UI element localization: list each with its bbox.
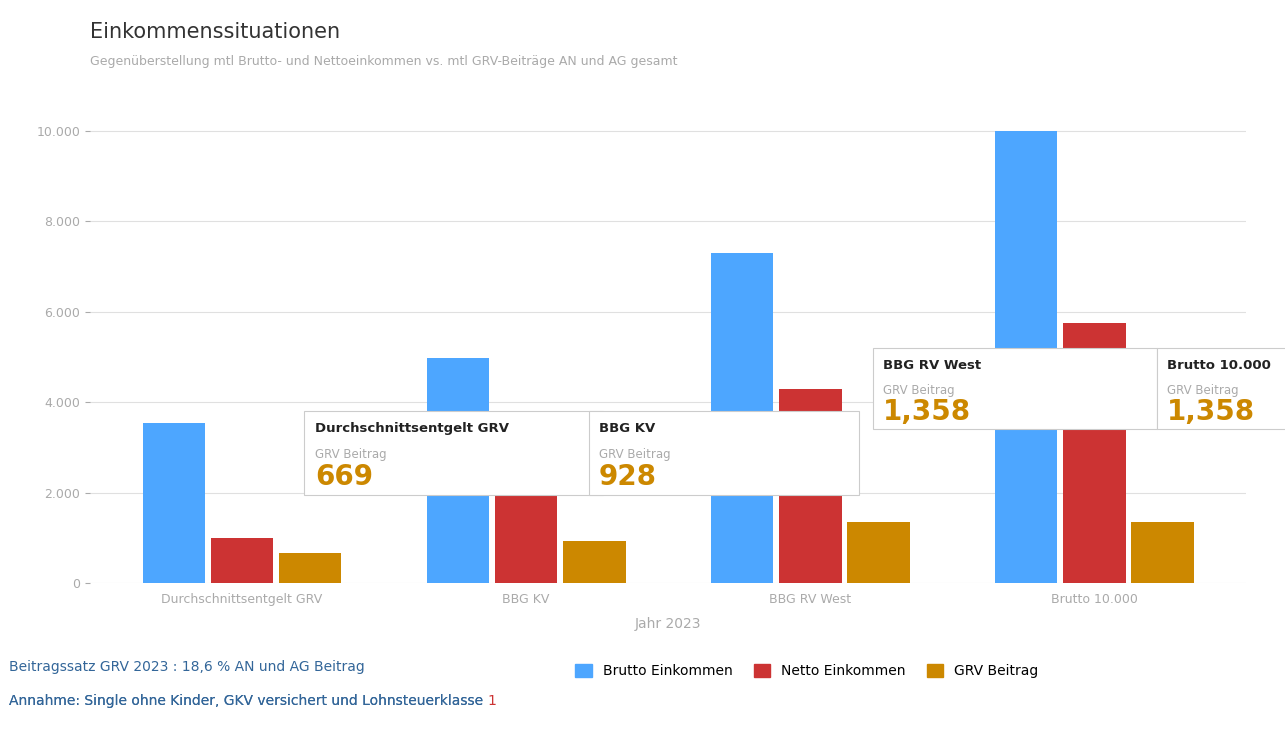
Text: 1: 1 — [487, 694, 496, 708]
Bar — [143, 423, 206, 583]
Text: Gegenüberstellung mtl Brutto- und Nettoeinkommen vs. mtl GRV-Beiträge AN und AG : Gegenüberstellung mtl Brutto- und Nettoe… — [90, 55, 677, 68]
Text: Beitragssatz GRV 2023 : 18,6 % AN und AG Beitrag: Beitragssatz GRV 2023 : 18,6 % AN und AG… — [9, 660, 365, 674]
Bar — [279, 553, 342, 583]
Text: GRV Beitrag: GRV Beitrag — [883, 384, 955, 397]
Bar — [563, 541, 626, 583]
Bar — [1131, 522, 1194, 583]
Text: 669: 669 — [315, 463, 373, 491]
Text: 1,358: 1,358 — [883, 397, 971, 426]
X-axis label: Jahr 2023: Jahr 2023 — [635, 617, 702, 631]
Bar — [211, 538, 274, 583]
Bar — [1063, 323, 1126, 583]
Text: Annahme: Single ohne Kinder, GKV versichert und Lohnsteuerklasse: Annahme: Single ohne Kinder, GKV versich… — [9, 694, 487, 708]
Text: Brutto 10.000: Brutto 10.000 — [1167, 359, 1271, 372]
Bar — [495, 445, 558, 583]
Text: GRV Beitrag: GRV Beitrag — [599, 448, 671, 461]
Bar — [427, 358, 490, 583]
Legend: Brutto Einkommen, Netto Einkommen, GRV Beitrag: Brutto Einkommen, Netto Einkommen, GRV B… — [569, 658, 1045, 684]
Text: GRV Beitrag: GRV Beitrag — [315, 448, 387, 461]
Text: BBG KV: BBG KV — [599, 422, 655, 435]
Text: GRV Beitrag: GRV Beitrag — [1167, 384, 1239, 397]
Text: Durchschnittsentgelt GRV: Durchschnittsentgelt GRV — [315, 422, 509, 435]
Text: 1,358: 1,358 — [1167, 397, 1255, 426]
Text: Annahme: Single ohne Kinder, GKV versichert und Lohnsteuerklasse: Annahme: Single ohne Kinder, GKV versich… — [9, 694, 487, 708]
Text: BBG RV West: BBG RV West — [883, 359, 982, 372]
Bar — [779, 389, 842, 583]
Bar — [847, 522, 910, 583]
Text: Einkommenssituationen: Einkommenssituationen — [90, 22, 341, 42]
Text: 928: 928 — [599, 463, 657, 491]
Bar — [995, 131, 1058, 583]
Bar — [711, 253, 774, 583]
